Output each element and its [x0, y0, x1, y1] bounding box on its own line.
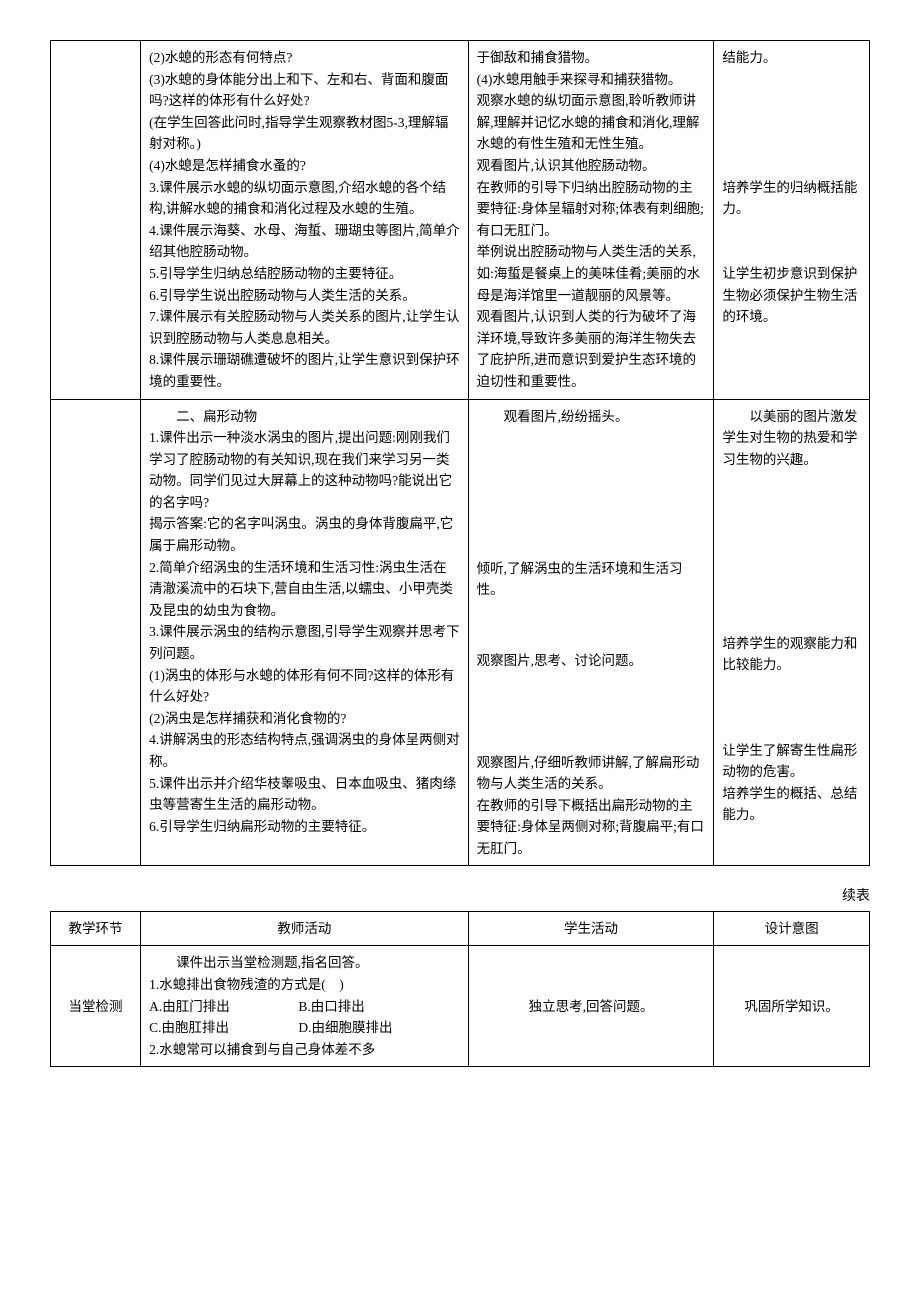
option-line: A.由肛门排出 B.由口排出 — [149, 996, 460, 1018]
question-text: 2.水螅常可以捕食到与自己身体差不多 — [149, 1039, 460, 1061]
lesson-plan-table-part2: 教学环节 教师活动 学生活动 设计意图 当堂检测 课件出示当堂检测题,指名回答。… — [50, 911, 870, 1068]
teacher-activity-cell: 二、扁形动物 1.课件出示一种淡水涡虫的图片,提出问题:刚刚我们学习了腔肠动物的… — [141, 399, 469, 866]
phase-cell-empty — [51, 399, 141, 866]
text-block: 观察图片,仔细听教师讲解,了解扁形动物与人类生活的关系。 在教师的引导下概括出扁… — [469, 746, 714, 866]
option-d: D.由细胞膜排出 — [298, 1020, 392, 1035]
text-block: (2)涡虫是怎样捕获和消化食物的? 4.讲解涡虫的形态结构特点,强调涡虫的身体呈… — [149, 708, 460, 838]
header-teacher: 教师活动 — [141, 911, 469, 946]
question-text: 1.水螅排出食物残渣的方式是( ) — [149, 974, 460, 996]
option-a: A.由肛门排出 — [149, 996, 295, 1018]
text-block: 培养学生的观察能力和比较能力。 — [714, 627, 869, 734]
table-row: 二、扁形动物 1.课件出示一种淡水涡虫的图片,提出问题:刚刚我们学习了腔肠动物的… — [51, 399, 870, 866]
table-row: (2)水螅的形态有何特点? (3)水螅的身体能分出上和下、左和右、背面和腹面吗?… — [51, 41, 870, 400]
text-block: 2.简单介绍涡虫的生活环境和生活习性:涡虫生活在清澈溪流中的石块下,营自由生活,… — [149, 557, 460, 622]
text-block: 以美丽的图片激发学生对生物的热爱和学习生物的兴趣。 — [714, 400, 869, 627]
header-student: 学生活动 — [468, 911, 714, 946]
text-block: 倾听,了解涡虫的生活环境和生活习性。 — [469, 552, 714, 644]
option-b: B.由口排出 — [298, 999, 364, 1014]
student-activity-cell: 独立思考,回答问题。 — [468, 946, 714, 1067]
text-block: 让学生了解寄生性扁形动物的危害。 培养学生的概括、总结能力。 — [714, 734, 869, 832]
student-activity-cell: 于御敌和捕食猎物。 (4)水螅用触手来探寻和捕获猎物。 观察水螅的纵切面示意图,… — [468, 41, 714, 400]
option-c: C.由胞肛排出 — [149, 1017, 295, 1039]
text-block: 1.课件出示一种淡水涡虫的图片,提出问题:刚刚我们学习了腔肠动物的有关知识,现在… — [149, 427, 460, 557]
text-block: 观察图片,思考、讨论问题。 — [469, 644, 714, 746]
design-intent-cell: 以美丽的图片激发学生对生物的热爱和学习生物的兴趣。 培养学生的观察能力和比较能力… — [714, 399, 870, 866]
teacher-activity-cell: 课件出示当堂检测题,指名回答。 1.水螅排出食物残渣的方式是( ) A.由肛门排… — [141, 946, 469, 1067]
student-activity-cell: 观看图片,纷纷摇头。 倾听,了解涡虫的生活环境和生活习性。 观察图片,思考、讨论… — [468, 399, 714, 866]
continue-table-label: 续表 — [50, 886, 870, 908]
section-heading: 二、扁形动物 — [149, 406, 460, 428]
text-block: 课件出示当堂检测题,指名回答。 — [149, 952, 460, 974]
text-block: 观看图片,纷纷摇头。 — [469, 400, 714, 552]
table-header-row: 教学环节 教师活动 学生活动 设计意图 — [51, 911, 870, 946]
option-line: C.由胞肛排出 D.由细胞膜排出 — [149, 1017, 460, 1039]
lesson-plan-table-part1: (2)水螅的形态有何特点? (3)水螅的身体能分出上和下、左和右、背面和腹面吗?… — [50, 40, 870, 866]
text-block: 3.课件展示涡虫的结构示意图,引导学生观察并思考下列问题。 (1)涡虫的体形与水… — [149, 621, 460, 707]
teacher-activity-cell: (2)水螅的形态有何特点? (3)水螅的身体能分出上和下、左和右、背面和腹面吗?… — [141, 41, 469, 400]
header-phase: 教学环节 — [51, 911, 141, 946]
table-row: 当堂检测 课件出示当堂检测题,指名回答。 1.水螅排出食物残渣的方式是( ) A… — [51, 946, 870, 1067]
phase-cell: 当堂检测 — [51, 946, 141, 1067]
phase-cell-empty — [51, 41, 141, 400]
header-design: 设计意图 — [714, 911, 870, 946]
design-intent-cell: 结能力。 培养学生的归纳概括能力。 让学生初步意识到保护生物必须保护生物生活的环… — [714, 41, 870, 400]
design-intent-cell: 巩固所学知识。 — [714, 946, 870, 1067]
